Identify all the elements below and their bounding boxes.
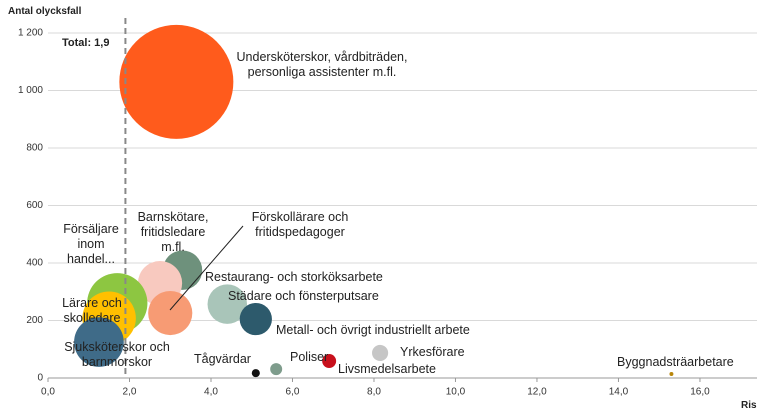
bubble-label: Livsmedelsarbete — [338, 362, 436, 376]
bubble-label: Restaurang- och storköksarbete — [205, 270, 383, 284]
y-tick-label: 800 — [26, 143, 43, 154]
x-axis-label: Ris — [741, 400, 757, 411]
x-tick-label: 0,0 — [41, 387, 55, 398]
bubble — [239, 302, 272, 336]
bubble — [322, 354, 337, 369]
bubble — [270, 363, 283, 376]
bubble-label: Sjuksköterskor och barnmorskor — [64, 340, 170, 369]
bubble-label: Byggnadsträarbetare — [617, 355, 734, 369]
y-tick-label: 400 — [26, 258, 43, 269]
x-tick-label: 14,0 — [609, 387, 629, 398]
bubble — [207, 284, 248, 324]
y-tick-label: 0 — [37, 373, 43, 384]
y-axis-label: Antal olycksfall — [8, 6, 82, 17]
y-tick-label: 600 — [26, 200, 43, 211]
bubble-label: Undersköterskor, vårdbiträden, personlig… — [236, 50, 408, 79]
bubble — [251, 369, 260, 378]
x-tick-label: 6,0 — [286, 387, 300, 398]
bubble-label: Städare och fönsterputsare — [228, 289, 379, 303]
bubble-label: Tågvärdar — [194, 352, 251, 366]
y-tick-label: 1 000 — [18, 85, 43, 96]
bubble — [119, 24, 234, 139]
bubble-label: Yrkesförare — [400, 345, 465, 359]
bubble-label: Poliser — [290, 350, 329, 364]
x-tick-label: 12,0 — [527, 387, 547, 398]
bubble — [669, 372, 674, 376]
leader-line — [169, 225, 244, 311]
bubble — [148, 290, 193, 336]
y-tick-label: 1 200 — [18, 28, 43, 39]
annotation: Total: 1,9 — [60, 36, 112, 50]
bubble-label: Lärare och skolledare — [62, 296, 122, 325]
bubble-label: Försäljare inom handel... — [63, 222, 119, 266]
x-tick-label: 16,0 — [690, 387, 710, 398]
bubble — [74, 317, 124, 367]
y-tick-label: 200 — [26, 315, 43, 326]
x-tick-label: 8,0 — [367, 387, 381, 398]
x-tick-label: 10,0 — [446, 387, 466, 398]
x-tick-label: 2,0 — [123, 387, 137, 398]
bubble-label: Metall- och övrigt industriellt arbete — [276, 323, 470, 337]
bubble-label: Barnskötare, fritidsledare m.fl. — [137, 210, 209, 254]
x-tick-label: 4,0 — [204, 387, 218, 398]
bubble — [372, 344, 389, 362]
bubble-label: Förskollärare och fritidspedagoger — [251, 210, 349, 239]
